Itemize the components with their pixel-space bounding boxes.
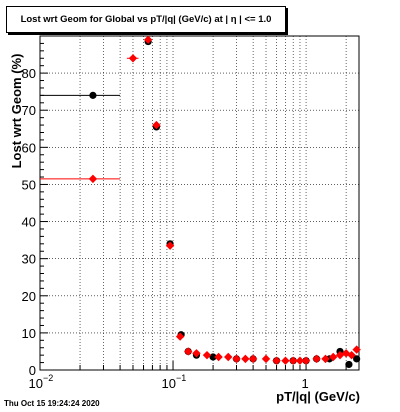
x-tick-exponent: −1 [176, 373, 186, 383]
data-point-black [209, 353, 217, 361]
y-tick-label: 0 [29, 363, 36, 378]
data-point-red [175, 332, 185, 341]
data-point-red [261, 354, 271, 364]
data-point-red [183, 347, 193, 356]
data-point-red [88, 174, 98, 184]
data-point-red [347, 350, 356, 360]
data-point-red [192, 349, 201, 358]
grid-lines [40, 36, 359, 370]
data-point-red [165, 241, 175, 250]
y-tick-label: 40 [22, 215, 36, 230]
data-point-black [89, 91, 97, 99]
data-point-red [143, 35, 153, 44]
x-tick-exponent: −2 [43, 373, 53, 383]
data-point-red [301, 356, 311, 365]
y-tick-label: 30 [22, 252, 36, 267]
data-point-red [232, 354, 241, 364]
data-point-black [353, 355, 361, 363]
x-tick-label: 10 [29, 376, 43, 391]
data-point-red [335, 350, 345, 360]
y-tick-label: 50 [22, 177, 36, 192]
y-tick-label: 60 [22, 140, 36, 155]
y-axis-label: Lost wrt Geom (%) [9, 53, 24, 169]
data-point-red [281, 356, 290, 365]
data-point-red [224, 352, 233, 362]
data-point-black [345, 360, 353, 369]
plot-frame [39, 35, 360, 371]
data-point-red [272, 356, 281, 365]
data-point-red [288, 356, 298, 365]
data-point-red [248, 354, 258, 364]
x-tick-label: 1 [301, 376, 308, 391]
data-point-red [152, 120, 161, 130]
data-point-red [329, 352, 338, 362]
data-point-red [321, 354, 330, 364]
y-tick-label: 20 [22, 289, 36, 304]
data-point-red [241, 354, 250, 364]
data-point-red [352, 345, 361, 354]
data-point-red [295, 356, 305, 365]
data-point-red [128, 54, 138, 63]
x-tick-label: 10 [162, 376, 176, 391]
chart-title: Lost wrt Geom for Global vs pT/|q| (GeV/… [6, 6, 286, 33]
data-point-red [312, 354, 321, 364]
data-markers [40, 35, 361, 369]
y-tick-label: 10 [22, 326, 36, 341]
timestamp: Thu Oct 15 19:24:24 2020 [4, 399, 100, 408]
y-tick-label: 80 [22, 66, 36, 81]
data-point-red [214, 352, 223, 362]
data-point-red [202, 350, 212, 360]
x-axis-label: pT/|q| (GeV/c) [276, 389, 360, 404]
y-tick-label: 70 [22, 103, 36, 118]
